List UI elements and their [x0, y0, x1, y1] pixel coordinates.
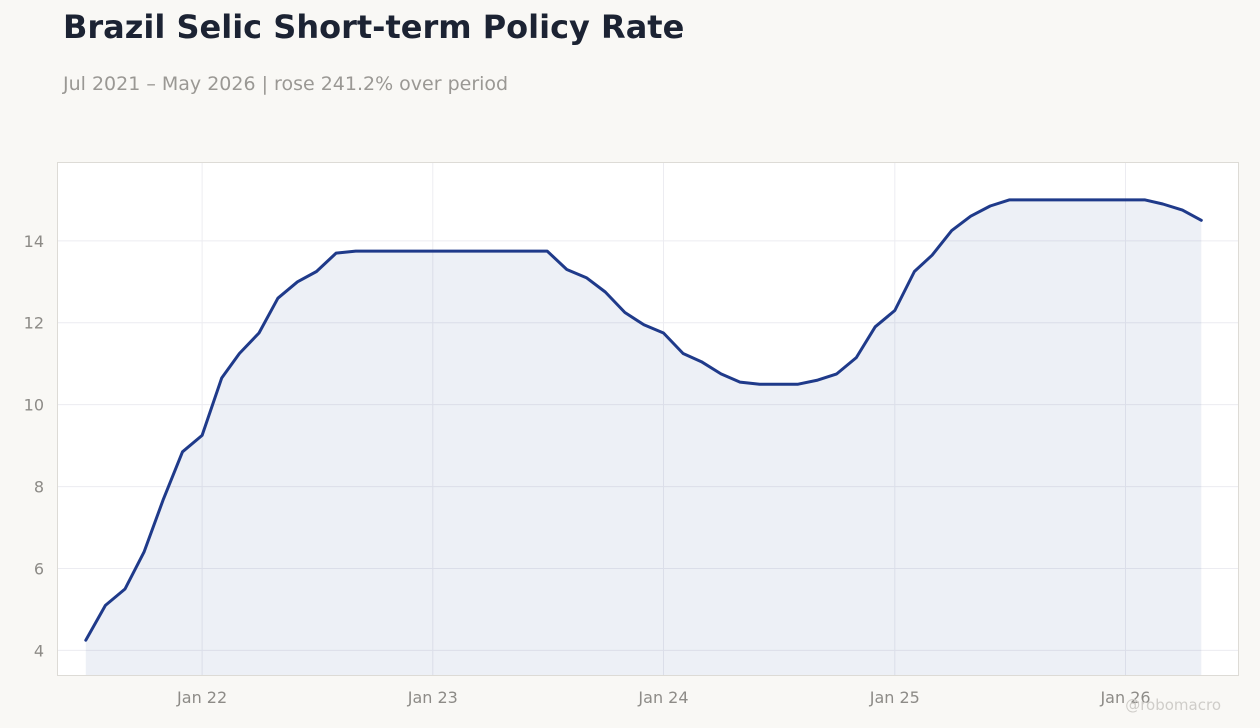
area-fill: [85, 199, 1202, 675]
series-line: [84, 198, 1203, 642]
x-tick-label: Jan 26: [1099, 688, 1150, 707]
x-tick-label: Jan 23: [407, 688, 458, 707]
y-tick-label: 10: [24, 396, 44, 415]
y-tick-label: 4: [34, 641, 44, 660]
x-tick-label: Jan 24: [637, 688, 688, 707]
chart-title: Brazil Selic Short-term Policy Rate: [63, 8, 685, 46]
grid-lines: [58, 163, 1238, 675]
y-tick-label: 8: [34, 478, 44, 497]
chart-subtitle: Jul 2021 – May 2026 | rose 241.2% over p…: [63, 73, 509, 95]
x-axis: Jan 22 Jan 23 Jan 24 Jan 25 Jan 26: [176, 688, 1151, 707]
watermark: @robomacro: [1125, 696, 1221, 714]
x-tick-label: Jan 25: [869, 688, 920, 707]
y-axis: 4 6 8 10 12 14: [24, 232, 44, 661]
y-tick-label: 6: [34, 560, 44, 579]
y-tick-label: 14: [24, 232, 44, 251]
plot-area: [57, 162, 1239, 676]
x-tick-label: Jan 22: [176, 688, 227, 707]
y-tick-label: 12: [24, 314, 44, 333]
